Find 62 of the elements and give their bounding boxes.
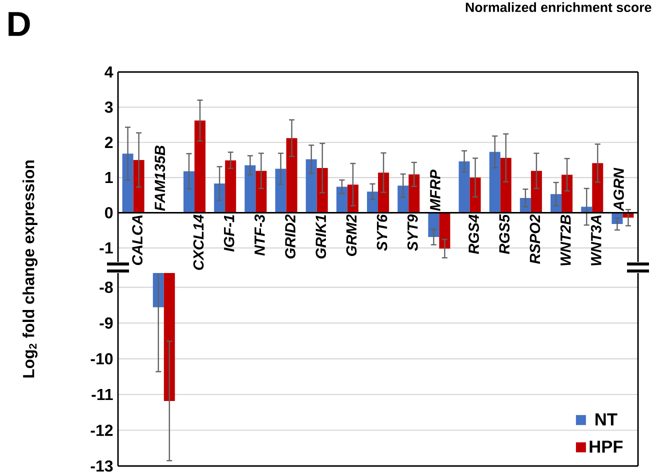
bar <box>458 161 470 213</box>
bar <box>398 186 409 213</box>
x-tick-label: SYT9 <box>407 214 418 251</box>
bar <box>183 171 194 213</box>
x-tick-label: IGF-1 <box>224 215 234 252</box>
x-tick-label: RGS5 <box>499 214 510 254</box>
bar <box>225 160 236 213</box>
bar <box>378 172 390 213</box>
bar <box>122 154 134 213</box>
text: Normalized enrichment score <box>466 2 652 12</box>
bar <box>306 159 317 213</box>
bar <box>316 168 328 213</box>
bar <box>366 192 378 213</box>
y-tick-label: -11 <box>92 389 113 400</box>
bar <box>256 170 267 213</box>
bar <box>214 184 226 213</box>
bar <box>592 163 604 213</box>
bar <box>133 160 144 213</box>
y-tick-label: 0 <box>105 207 113 218</box>
x-tick-label: GRID2 <box>285 214 296 258</box>
x-tick-label: RSPO2 <box>530 214 540 264</box>
y-tick-label: 1 <box>105 172 113 184</box>
x-tick-label: CALCA <box>132 215 142 265</box>
bar <box>194 120 206 213</box>
y-tick-label: 4 <box>104 66 114 78</box>
bar <box>562 174 573 213</box>
bar <box>470 178 481 213</box>
y-tick-label: -12 <box>90 424 113 436</box>
bar <box>275 168 286 213</box>
bar <box>439 212 450 249</box>
bar <box>244 165 256 213</box>
legend-label: HPF <box>590 440 623 453</box>
x-tick-label: MFRP <box>430 170 440 211</box>
x-tick-label: SYT6 <box>376 214 388 251</box>
legend-label: NT <box>596 413 618 426</box>
y-tick-label: -1 <box>100 242 113 254</box>
x-tick-label: GRIK1 <box>316 215 326 258</box>
x-tick-label: GRM2 <box>346 214 357 256</box>
bar <box>286 138 298 213</box>
bar <box>489 152 500 213</box>
y-tick-label: -10 <box>90 353 113 364</box>
y-tick-label: -9 <box>100 317 113 329</box>
x-tick-label: WNT3A <box>590 215 602 266</box>
bar <box>530 170 542 213</box>
x-tick-label: FAM135B <box>154 146 166 211</box>
y-tick-label: 3 <box>104 102 113 113</box>
x-tick-label: NTF-3 <box>254 214 265 256</box>
y-tick-label: 2 <box>104 136 113 148</box>
x-tick-label: AGRN <box>614 168 624 212</box>
bar <box>336 186 348 213</box>
bar <box>347 184 358 213</box>
chart-title: D <box>8 12 30 36</box>
bar <box>500 158 512 213</box>
y-tick-label: -13 <box>90 460 113 472</box>
y-tick-label: -8 <box>100 282 113 293</box>
x-tick-label: RGS4 <box>468 214 479 254</box>
x-tick-label: CXCL14 <box>193 214 204 270</box>
y-axis-title: Log$_{2}$ fold change expression <box>22 160 38 378</box>
x-tick-label: WNT2B <box>560 214 571 266</box>
bar <box>408 174 420 213</box>
bar <box>550 194 562 213</box>
bar <box>428 212 440 238</box>
